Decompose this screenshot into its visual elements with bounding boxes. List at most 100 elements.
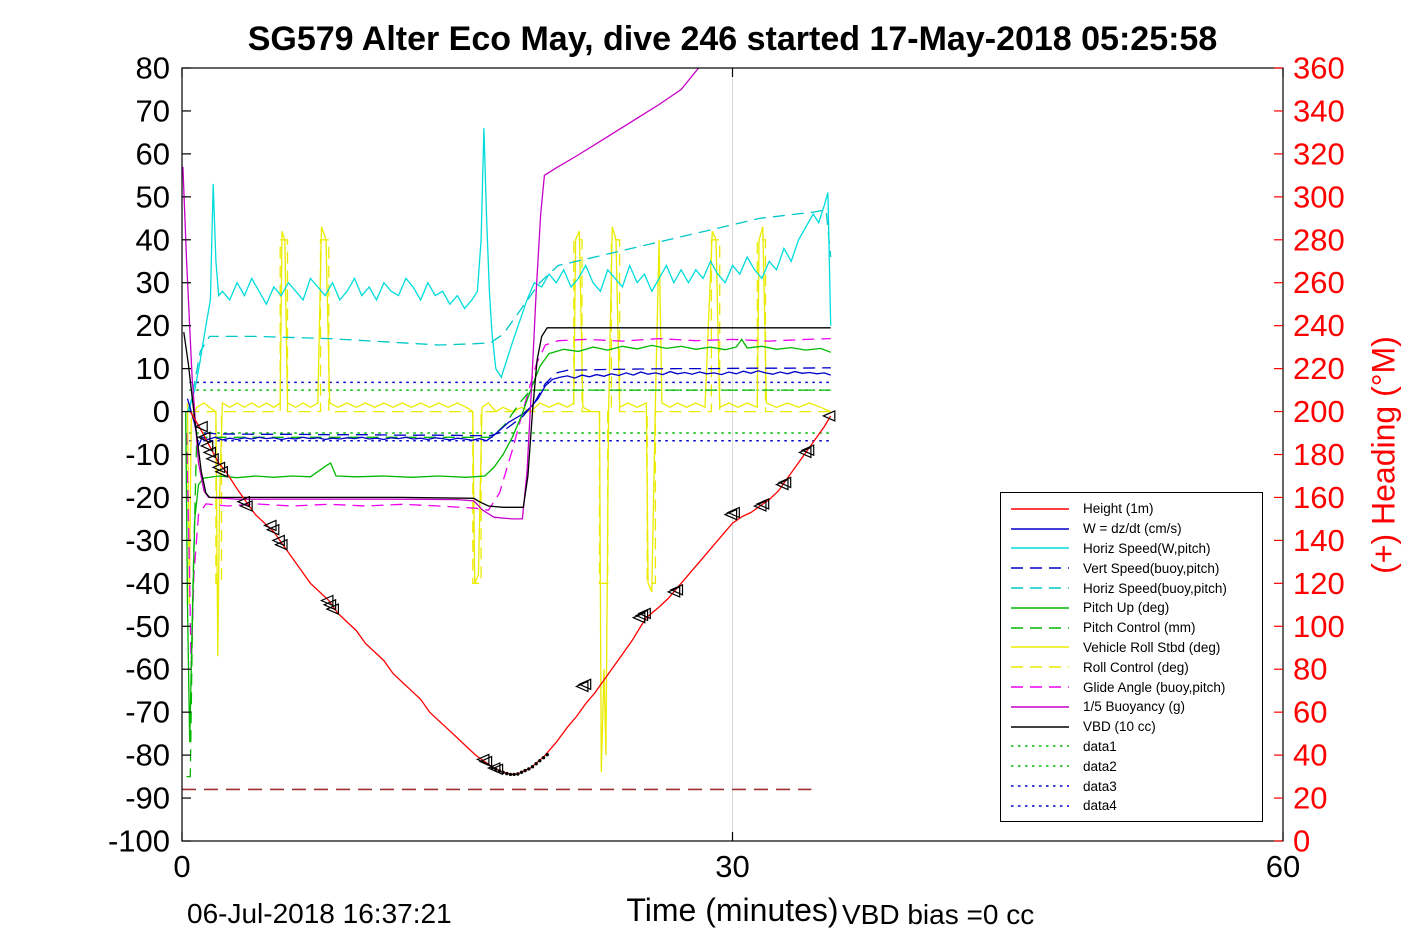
height-track-dot — [545, 753, 549, 757]
series-glide-angle-buoy-pitch — [185, 337, 831, 670]
legend-item: Height (1m) — [1001, 499, 1262, 519]
y-left-tick-label: 20 — [136, 308, 170, 343]
legend-label: data2 — [1083, 758, 1117, 774]
y-left-tick-label: 80 — [136, 51, 170, 86]
height-triangle-marker — [726, 506, 740, 519]
y-right-tick-label: 180 — [1293, 437, 1345, 472]
legend-item: data3 — [1001, 776, 1262, 796]
height-triangle-marker — [239, 500, 253, 512]
y-left-tick-label: -70 — [125, 695, 170, 730]
y-right-tick-label: 160 — [1293, 480, 1345, 515]
legend-line-sample — [1011, 567, 1069, 570]
y-right-tick-label: 80 — [1293, 652, 1327, 687]
legend-item: Pitch Control (mm) — [1001, 618, 1262, 638]
height-triangle-marker — [273, 538, 288, 551]
footer-timestamp: 06-Jul-2018 16:37:21 — [187, 898, 452, 929]
y-right-tick-label: 40 — [1293, 738, 1327, 773]
height-triangle-marker — [634, 609, 649, 622]
y-left-tick-label: -40 — [125, 566, 170, 601]
y-left-tick-label: -10 — [125, 437, 170, 472]
legend-line-sample — [1011, 686, 1069, 688]
y-left-tick-label: 70 — [136, 93, 170, 128]
height-triangle-marker — [489, 763, 504, 776]
height-triangle-marker — [205, 452, 219, 465]
height-track-dot — [519, 770, 524, 774]
y-right-tick-label: 0 — [1293, 824, 1310, 859]
height-triangle-marker — [202, 446, 216, 459]
height-track-dot — [541, 756, 546, 760]
y-right-tick-label: 60 — [1293, 695, 1327, 730]
height-triangle-marker — [669, 583, 684, 596]
height-triangle-marker — [755, 497, 770, 510]
legend-item: Vert Speed(buoy,pitch) — [1001, 558, 1262, 578]
legend-label: Vehicle Roll Stbd (deg) — [1083, 639, 1221, 655]
y-right-tick-label: 260 — [1293, 265, 1345, 300]
legend-item: 1/5 Buoyancy (g) — [1001, 697, 1262, 717]
height-triangle-marker — [199, 439, 214, 452]
x-tick-label: 60 — [1266, 849, 1300, 884]
height-triangle-marker — [637, 607, 651, 620]
legend-label: data3 — [1083, 778, 1117, 794]
series-pitch-control-mm — [186, 389, 831, 778]
legend-line-sample — [1011, 765, 1069, 768]
x-axis-label: Time (minutes) — [626, 892, 839, 928]
legend-label: Pitch Up (deg) — [1083, 600, 1170, 616]
legend-label: Height (1m) — [1083, 501, 1154, 517]
y-left-tick-label: 40 — [136, 222, 170, 257]
y-left-tick-label: -50 — [125, 609, 170, 644]
height-triangle-marker — [478, 755, 493, 768]
legend-label: data4 — [1083, 798, 1117, 814]
series-height-1m — [189, 411, 832, 776]
y-right-tick-label: 340 — [1293, 93, 1345, 128]
legend: Height (1m) W = dz/dt (cm/s) Horiz Speed(W… — [1000, 492, 1263, 822]
x-tick-label: 0 — [173, 849, 190, 884]
y-right-tick-label: 320 — [1293, 136, 1345, 171]
height-triangle-marker — [631, 611, 646, 624]
y-right-tick-label: 200 — [1293, 394, 1345, 429]
x-tick-label: 30 — [715, 849, 749, 884]
height-track-dot — [512, 772, 516, 777]
height-triangle-marker — [475, 753, 490, 766]
series-horiz-speed-buoy-pitch — [188, 208, 832, 412]
legend-item: Vehicle Roll Stbd (deg) — [1001, 638, 1262, 658]
legend-line-sample — [1011, 646, 1069, 649]
y-left-tick-label: -80 — [125, 738, 170, 773]
height-triangle-marker — [821, 409, 836, 422]
legend-line-sample — [1011, 587, 1069, 589]
height-triangle-marker — [196, 431, 211, 444]
y-left-tick-label: 50 — [136, 179, 170, 214]
chart-title: SG579 Alter Eco May, dive 246 started 17… — [247, 20, 1218, 58]
y-right-tick-label: 300 — [1293, 179, 1345, 214]
height-track-dot — [505, 771, 509, 776]
legend-line-sample — [1011, 666, 1069, 669]
height-track-dot — [508, 772, 513, 777]
legend-item: data4 — [1001, 796, 1262, 816]
height-triangle-marker — [666, 585, 681, 598]
legend-item: Roll Control (deg) — [1001, 657, 1262, 677]
y-right-tick-label: 280 — [1293, 222, 1345, 257]
y-left-tick-label: -90 — [125, 781, 170, 816]
legend-label: data1 — [1083, 738, 1117, 754]
legend-item: data2 — [1001, 756, 1262, 776]
y-left-tick-label: 60 — [136, 136, 170, 171]
y-right-tick-label: 100 — [1293, 609, 1345, 644]
legend-line-sample — [1011, 805, 1069, 807]
y-right-tick-label: 140 — [1293, 523, 1345, 558]
y-right-tick-label: 360 — [1293, 51, 1345, 86]
height-track-dot — [516, 772, 520, 776]
legend-item: VBD (10 cc) — [1001, 717, 1262, 737]
series-horiz-speed-w-pitch — [186, 128, 832, 412]
legend-label: 1/5 Buoyancy (g) — [1083, 699, 1186, 715]
height-triangle-marker — [723, 508, 738, 521]
legend-label: Vert Speed(buoy,pitch) — [1083, 560, 1220, 576]
legend-line-sample — [1011, 785, 1069, 787]
legend-item: data1 — [1001, 737, 1262, 757]
legend-line-sample — [1011, 527, 1069, 530]
legend-item: Horiz Speed(W,pitch) — [1001, 539, 1262, 559]
series-w-dz-dt-cm-s — [186, 370, 831, 449]
height-triangle-marker — [194, 420, 208, 433]
y-left-tick-label: -30 — [125, 523, 170, 558]
height-triangle-marker — [797, 446, 812, 459]
height-triangle-marker — [777, 476, 792, 489]
